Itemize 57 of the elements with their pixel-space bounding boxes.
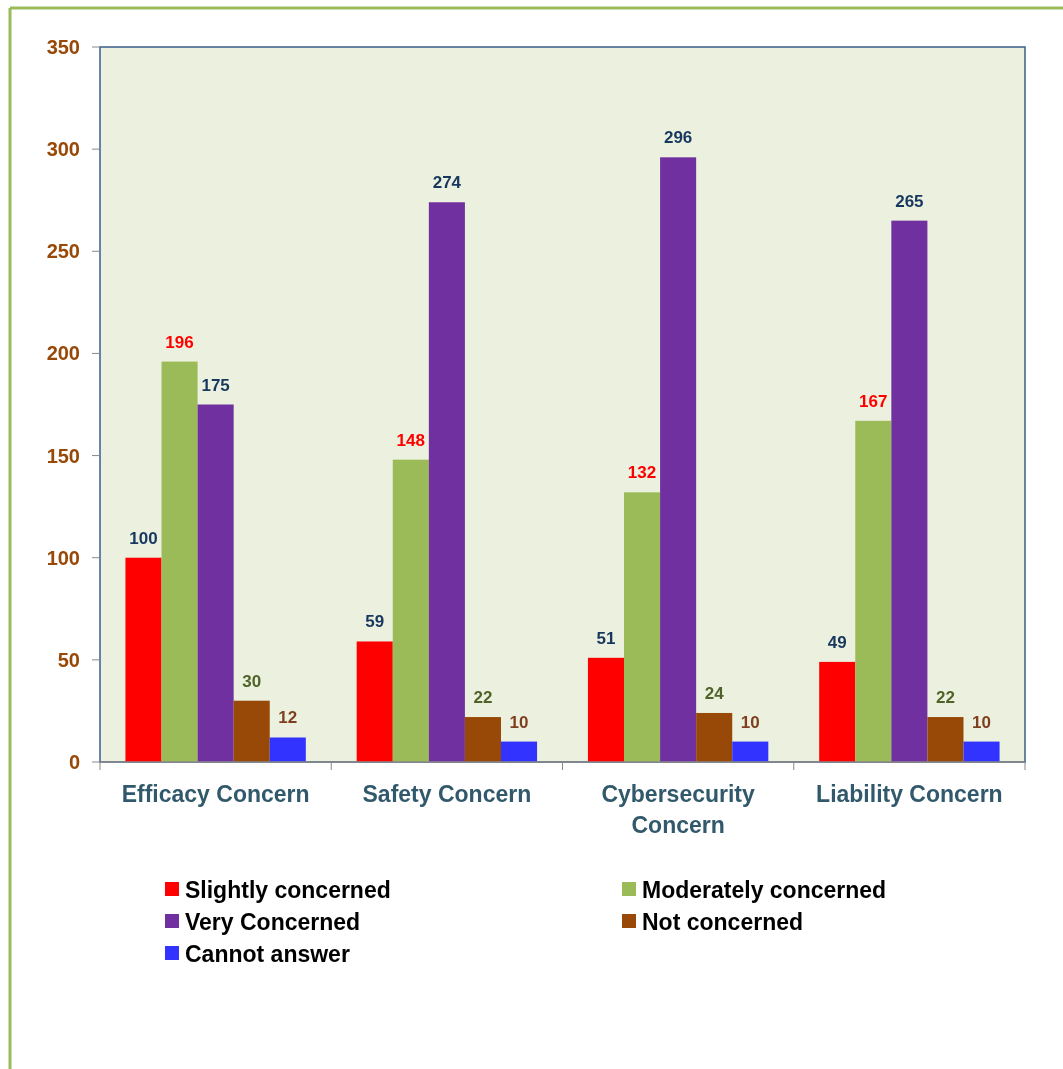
bar bbox=[197, 404, 234, 762]
data-label: 10 bbox=[972, 712, 991, 732]
bar bbox=[855, 420, 892, 762]
data-label: 296 bbox=[663, 128, 693, 148]
bar bbox=[587, 657, 625, 762]
x-tick-label: Efficacy Concern bbox=[121, 781, 310, 807]
data-label: 49 bbox=[827, 632, 847, 652]
bar bbox=[927, 717, 964, 762]
bar bbox=[660, 157, 697, 762]
legend-label: Very Concerned bbox=[185, 909, 361, 936]
bar bbox=[891, 220, 928, 762]
data-label: 100 bbox=[129, 528, 158, 548]
bar bbox=[696, 712, 733, 762]
y-tick-label: 0 bbox=[68, 751, 80, 773]
data-label: 196 bbox=[165, 332, 194, 352]
legend-label: Cannot answer bbox=[185, 941, 350, 968]
bar bbox=[125, 557, 162, 762]
x-tick-label: Cybersecurity Concern bbox=[601, 781, 756, 838]
data-label: 132 bbox=[627, 463, 657, 483]
data-label: 167 bbox=[859, 391, 888, 411]
data-label: 51 bbox=[596, 628, 616, 648]
bar bbox=[819, 661, 856, 762]
data-label: 59 bbox=[365, 612, 385, 632]
y-tick-label: 350 bbox=[46, 36, 80, 58]
data-label: 265 bbox=[895, 191, 924, 211]
data-label: 10 bbox=[509, 712, 529, 732]
y-tick-label: 150 bbox=[46, 444, 80, 467]
data-label: 24 bbox=[704, 683, 725, 703]
bar bbox=[233, 700, 270, 762]
y-tick-label: 100 bbox=[46, 546, 80, 569]
x-tick-label: Liability Concern bbox=[816, 781, 1003, 807]
bar bbox=[392, 459, 429, 762]
data-label: 175 bbox=[201, 375, 230, 395]
data-label: 30 bbox=[242, 671, 262, 691]
bar bbox=[356, 641, 393, 762]
y-tick-label: 250 bbox=[46, 240, 80, 263]
bar bbox=[269, 737, 306, 762]
bar bbox=[732, 741, 769, 762]
legend-label: Not concerned bbox=[642, 909, 804, 936]
bar bbox=[464, 717, 501, 762]
bar bbox=[624, 492, 661, 762]
data-label: 12 bbox=[278, 708, 298, 728]
bar bbox=[963, 741, 1000, 762]
y-tick-label: 50 bbox=[57, 648, 80, 671]
bar bbox=[500, 741, 538, 762]
data-label: 148 bbox=[396, 430, 425, 450]
legend-label: Moderately concerned bbox=[642, 877, 887, 904]
x-tick-label: Safety Concern bbox=[362, 781, 532, 807]
legend-label: Slightly concerned bbox=[185, 877, 391, 904]
data-label: 274 bbox=[432, 173, 462, 193]
bar bbox=[161, 361, 198, 762]
y-tick-label: 200 bbox=[46, 342, 80, 365]
data-label: 22 bbox=[935, 688, 955, 708]
y-tick-label: 300 bbox=[46, 138, 80, 161]
data-label: 10 bbox=[740, 712, 760, 732]
data-label: 22 bbox=[473, 688, 493, 708]
bar bbox=[428, 202, 465, 762]
